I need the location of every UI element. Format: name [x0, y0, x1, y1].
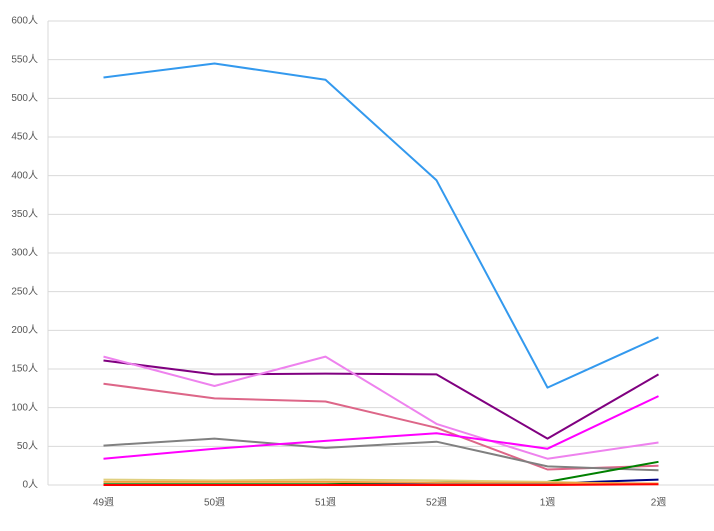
y-tick-label: 500人: [11, 92, 38, 104]
y-tick-label: 300人: [11, 247, 38, 259]
y-tick-label: 250人: [11, 285, 38, 297]
x-tick-label: 1週: [540, 497, 556, 509]
series-line: [103, 359, 660, 440]
x-tick-label: 50週: [204, 497, 225, 509]
y-tick-label: 0人: [22, 479, 38, 491]
y-tick-label: 600人: [11, 15, 38, 27]
x-tick-label: 52週: [426, 497, 447, 509]
series-line: [103, 62, 659, 389]
series-line: [103, 437, 659, 472]
x-tick-label: 49週: [93, 497, 114, 509]
y-tick-label: 350人: [11, 208, 38, 220]
series-line: [103, 483, 659, 486]
series-line: [103, 395, 659, 460]
x-tick-label: 2週: [651, 497, 667, 509]
y-tick-label: 400人: [11, 169, 38, 181]
y-tick-label: 200人: [11, 324, 38, 336]
y-tick-label: 50人: [17, 440, 38, 452]
y-tick-label: 550人: [11, 53, 38, 65]
series-line: [103, 480, 659, 485]
series-line: [103, 382, 659, 471]
y-tick-label: 450人: [11, 131, 38, 143]
x-tick-label: 51週: [315, 497, 336, 509]
y-tick-label: 100人: [11, 401, 38, 413]
y-tick-label: 150人: [11, 363, 38, 375]
series-line: [103, 355, 659, 460]
